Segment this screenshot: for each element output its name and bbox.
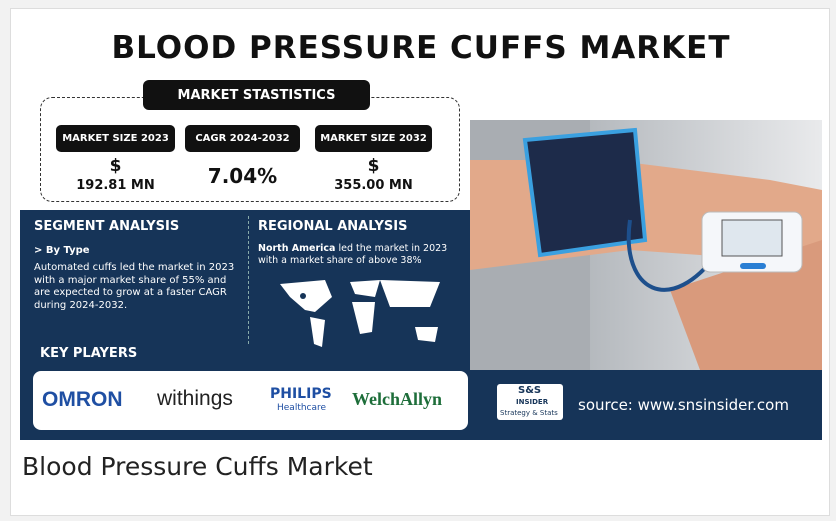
- segment-text: Automated cuffs led the market in 2023 w…: [34, 262, 239, 312]
- regional-highlight: North America: [258, 243, 335, 254]
- stat-label: CAGR 2024-2032: [185, 125, 300, 152]
- brand-line: INSIDER: [516, 398, 548, 406]
- stat-value: 355.00 MN: [315, 178, 432, 193]
- world-map: [270, 272, 450, 352]
- logo-omron: OMRON: [42, 388, 123, 412]
- logo-philips-sub: Healthcare: [277, 403, 326, 413]
- stat-value: 192.81 MN: [56, 178, 175, 193]
- stat-currency: $: [56, 156, 175, 176]
- logo-welchallyn: WelchAllyn: [352, 389, 442, 410]
- regional-heading: REGIONAL ANALYSIS: [258, 219, 407, 234]
- stats-heading: MARKET STASTISTICS: [143, 80, 370, 110]
- segment-subheading: > By Type: [34, 245, 90, 256]
- divider: [248, 216, 249, 344]
- segment-heading: SEGMENT ANALYSIS: [34, 219, 179, 234]
- regional-text: North America led the market in 2023 wit…: [258, 243, 463, 267]
- stat-value: 7.04%: [185, 164, 300, 188]
- source: source: www.snsinsider.com: [578, 396, 789, 414]
- page: BLOOD PRESSURE CUFFS MARKET MARKET STAST…: [0, 0, 836, 521]
- key-players-heading: KEY PLAYERS: [40, 346, 137, 361]
- title: BLOOD PRESSURE CUFFS MARKET: [20, 30, 822, 66]
- logo-philips: PHILIPS: [270, 386, 332, 402]
- stat-currency: $: [315, 156, 432, 176]
- brand-line: S&S: [518, 385, 541, 396]
- stat-label: MARKET SIZE 2023: [56, 125, 175, 152]
- logo-withings: withings: [157, 387, 233, 411]
- stat-label: MARKET SIZE 2032: [315, 125, 432, 152]
- brand-line: Strategy & Stats: [500, 409, 558, 417]
- photo: [470, 120, 822, 370]
- caption: Blood Pressure Cuffs Market: [22, 452, 373, 481]
